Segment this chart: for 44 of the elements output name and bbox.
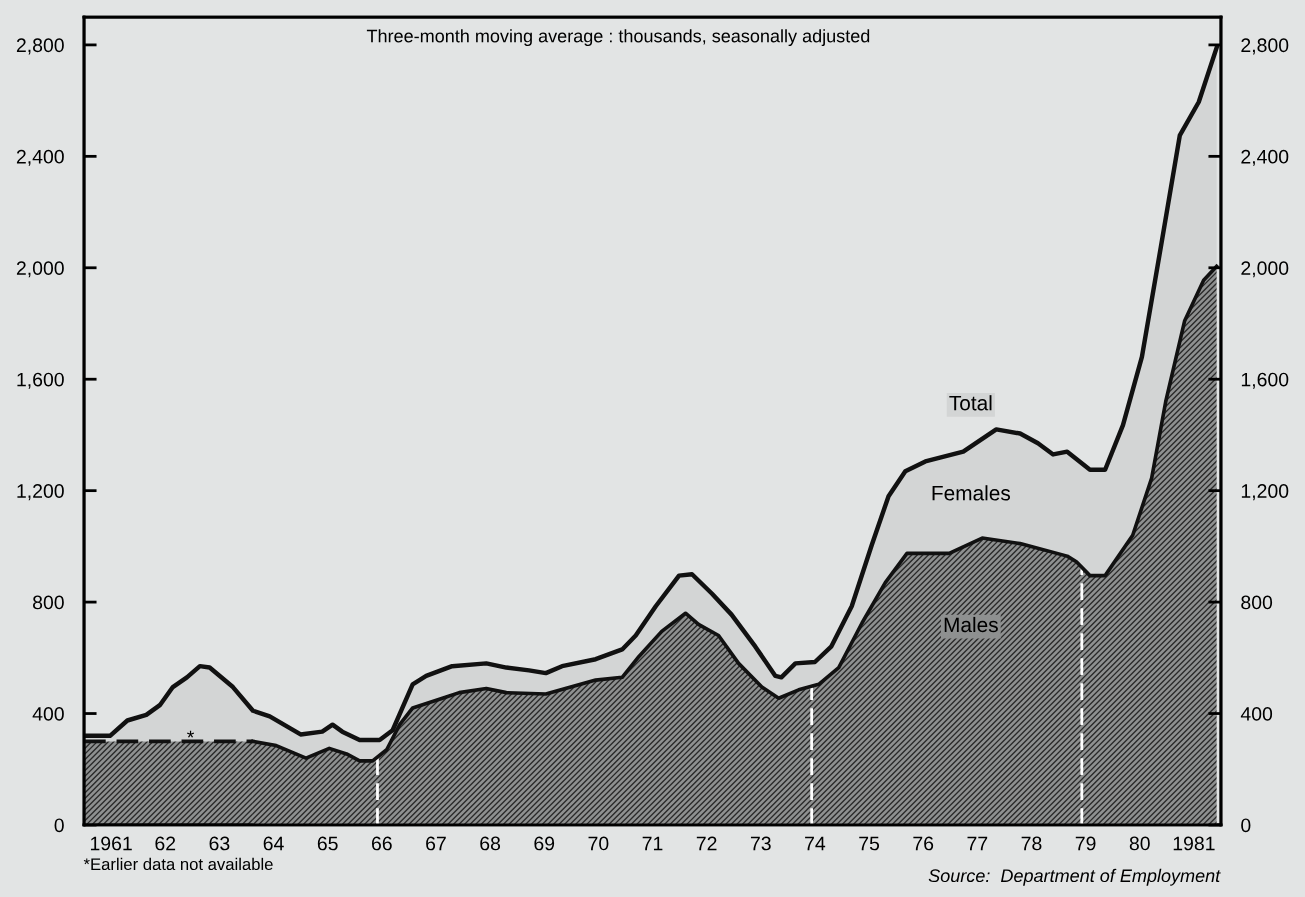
y2-tick-label: 0: [1241, 818, 1251, 833]
x-tick-label: 78: [1021, 836, 1042, 851]
x-tick-label: 76: [913, 836, 934, 851]
y2-tick-label: 2,400: [1241, 149, 1289, 166]
x-tick-label: 62: [155, 836, 176, 851]
source-note: Source: Department of Employment: [928, 868, 1221, 886]
x-tick-label: 73: [750, 836, 771, 851]
series-label: Males: [944, 616, 998, 633]
y-tick-label: 1,600: [17, 372, 64, 389]
annotation: Females: [932, 485, 1011, 501]
x-tick-label: 67: [426, 836, 446, 851]
y2-tick-label: 2,800: [1241, 38, 1289, 55]
y-tick-label: 2,000: [16, 261, 64, 278]
y2-tick-label: 2,000: [1241, 261, 1289, 278]
x-tick-label: 72: [696, 836, 717, 851]
y-tick-label: 2,400: [16, 149, 64, 166]
y-tick-label: 1,200: [17, 484, 64, 501]
x-tick-label: 74: [805, 836, 826, 851]
x-tick-label: 80: [1129, 836, 1150, 851]
y-tick-label: 400: [32, 707, 64, 721]
x-tick-label: 68: [480, 836, 501, 851]
x-tick-label: 65: [317, 836, 338, 851]
x-tick-label: 71: [642, 836, 663, 851]
x-tick-label: 64: [263, 836, 284, 851]
x-tick-label: 69: [534, 836, 555, 851]
x-tick-label: 66: [371, 836, 392, 851]
y-tick-label: 0: [54, 818, 64, 833]
annotation: *: [187, 730, 195, 738]
text: *Earlier data not available: [83, 857, 273, 871]
y-tick-label: 800: [33, 595, 64, 610]
x-tick-label: 79: [1075, 836, 1096, 851]
x-tick-label: 75: [859, 836, 880, 851]
x-tick-label: 70: [588, 836, 609, 851]
text: Three-month moving average : thousands, seasonally adjusted: [366, 29, 870, 46]
y2-tick-label: 800: [1241, 595, 1273, 610]
x-tick-label: 1981: [1173, 836, 1215, 851]
x-tick-label: 77: [967, 836, 988, 851]
y2-tick-label: 400: [1240, 707, 1273, 721]
y-tick-label: 2,800: [16, 38, 64, 55]
y2-tick-label: 1,200: [1241, 484, 1289, 501]
x-tick-label: 63: [209, 836, 230, 851]
x-tick-label: 1961: [90, 836, 132, 851]
y2-tick-label: 1,600: [1241, 372, 1289, 389]
series-label: Total: [949, 395, 992, 411]
